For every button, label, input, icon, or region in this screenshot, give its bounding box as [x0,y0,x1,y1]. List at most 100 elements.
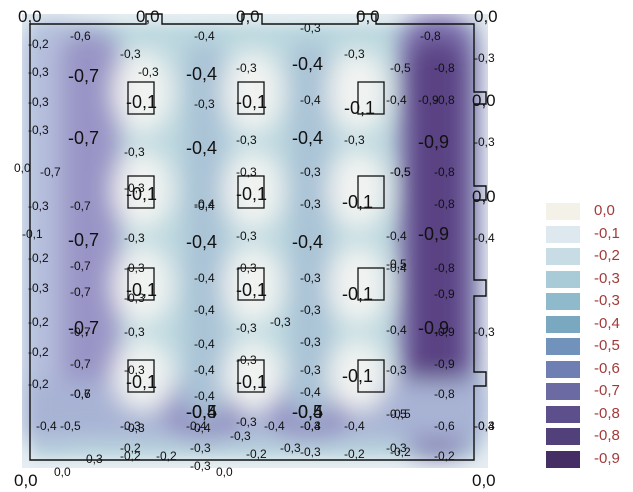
contour-label-small: -0,3 [386,441,407,455]
contour-label-small: -0,3 [236,165,257,179]
high-pressure-r2c2 [223,150,283,230]
contour-label-small: -0,6 [70,29,91,43]
contour-label-small: -0,3 [236,229,257,243]
contour-label-small: -0,4 [194,199,215,213]
contour-label-small: -0,5 [386,257,407,271]
column-value-label: -0,1 [236,184,267,204]
low-pressure-right-core [408,40,466,415]
contour-label-small: -0,3 [236,261,257,275]
column-box [357,359,385,393]
edge-label: -0,3 [474,135,495,149]
contour-label-small: -0,3 [344,47,365,61]
contour-label-small: -0,4 [194,197,215,211]
colorbar-entry: -0,3 [546,270,633,288]
mid-band-1 [185,40,225,420]
edge-label: -0,3 [28,199,49,213]
column-box [357,267,385,301]
colorbar-entry: -0,3 [546,292,633,310]
edge-label: -0,3 [28,281,49,295]
contour-label-small: -0,7 [40,165,61,179]
bottom-corner-label: 0,0 [14,471,38,490]
contour-label-small: -0,4 [386,93,407,107]
contour-label-small: -0,3 [300,419,321,433]
contour-label-small: -0,8 [420,29,441,43]
contour-label-small: -0,3 [124,261,145,275]
colorbar-swatch [546,270,580,288]
contour-label-small: -0,5 [390,61,411,75]
contour-label-small: -0,3 [236,415,257,429]
corner-label: 0,0 [14,161,31,175]
colorbar-label: -0,8 [594,427,620,444]
contour-label-small: -0,4 [264,419,285,433]
colorbar-swatch [546,360,580,378]
contour-label-small: -0,3 [124,231,145,245]
column-value-label: -0,1 [342,366,373,386]
edge-label: -0,1 [22,227,43,241]
corner-label: 0,0 [472,187,496,206]
contour-label-small: -0,4 [386,261,407,275]
contour-label-small: -0,3 [236,61,257,75]
edge-label: -0,2 [28,377,49,391]
contour-label-small: -0,4 [300,419,321,433]
column-box [127,267,155,301]
column-box [237,267,265,301]
contour-label-small: -0,3 [124,363,145,377]
contour-label-small: -0,4 [190,421,211,435]
colorbar-entry: -0,6 [546,360,633,378]
contour-label-small: -0,3 [236,133,257,147]
contour-label-small: -0,3 [344,133,365,147]
edge-label: -0,2 [28,251,49,265]
contour-label-large: -0,9 [418,318,449,338]
column-box [237,175,265,209]
contour-label-small: -0,4 [344,419,365,433]
corner-label: 0,0 [474,7,498,26]
contour-label-large: -0,4 [292,402,323,422]
column-value-label: -0,1 [342,284,373,304]
contour-label-small: -0,3 [280,441,301,455]
edge-label: -0,2 [28,315,49,329]
contour-label-small: -0,3 [124,181,145,195]
colorbar-label: -0,7 [594,382,620,399]
contour-label-large: -0,4 [292,54,323,74]
contour-label-small: -0,7 [70,285,91,299]
colorbar-swatch [546,203,580,220]
contour-label-small: -0,4 [386,229,407,243]
contour-label-large: -0,9 [418,93,439,107]
colorbar-label: 0,0 [594,202,615,219]
contour-label-small: -0,9 [434,357,455,371]
contour-label-small: -0,3 [300,197,321,211]
bottom-corner-label: 0,0 [54,465,71,479]
contour-label-small: -0,4 [194,389,215,403]
colorbar-entry: -0,2 [546,247,633,265]
contour-label-small: -0,6 [434,419,455,433]
contour-label-small: -0,9 [434,325,455,339]
contour-label-small: -0,3 [120,419,141,433]
contour-label-small: -0,3 [124,145,145,159]
corner-label: 0,0 [356,7,380,26]
edge-label: -0,2 [28,37,49,51]
edge-label: -0,3 [474,325,495,339]
contour-label-small: -0,2 [344,447,365,461]
contour-label-small: -0,4 [194,303,215,317]
colorbar-label: -0,8 [594,404,620,422]
column-box [237,359,265,393]
corner-label: 0,0 [136,7,160,26]
edge-label: -0,3 [28,123,49,137]
column-value-label: -0,1 [126,184,157,204]
edge-label: -0,4 [36,419,57,433]
colorbar-entry: -0,5 [546,337,633,355]
low-pressure-left-core [60,30,120,422]
contour-label-small: -0,3 [300,165,321,179]
contour-label-small: -0,4 [386,323,407,337]
contour-label-small: -0,4 [194,363,215,377]
contour-label-small: -0,3 [300,303,321,317]
contour-label-small: -0,8 [434,93,455,107]
colorbar-swatch [546,225,580,243]
contour-label-small: -0,5 [60,419,81,433]
contour-label-small: -0,9 [434,287,455,301]
contour-label-small: -0,4 [300,385,321,399]
edge-label: -0,4 [474,231,495,245]
colorbar-label: -0,4 [594,314,620,332]
contour-label-large: -0,4 [292,232,323,252]
contour-label-small: -0,7 [70,387,91,401]
